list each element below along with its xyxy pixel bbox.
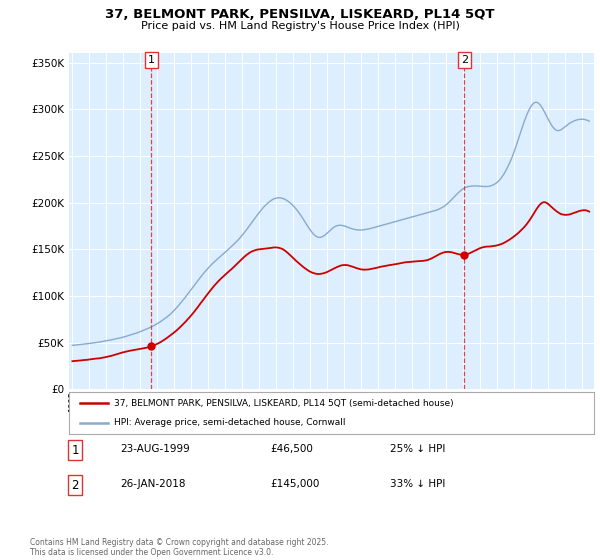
Text: 1: 1 bbox=[148, 55, 155, 65]
Text: Price paid vs. HM Land Registry's House Price Index (HPI): Price paid vs. HM Land Registry's House … bbox=[140, 21, 460, 31]
Text: 37, BELMONT PARK, PENSILVA, LISKEARD, PL14 5QT (semi-detached house): 37, BELMONT PARK, PENSILVA, LISKEARD, PL… bbox=[113, 399, 453, 408]
Text: £145,000: £145,000 bbox=[270, 479, 319, 489]
Text: £46,500: £46,500 bbox=[270, 444, 313, 454]
Text: 33% ↓ HPI: 33% ↓ HPI bbox=[390, 479, 445, 489]
Text: 37, BELMONT PARK, PENSILVA, LISKEARD, PL14 5QT: 37, BELMONT PARK, PENSILVA, LISKEARD, PL… bbox=[105, 8, 495, 21]
Text: Contains HM Land Registry data © Crown copyright and database right 2025.
This d: Contains HM Land Registry data © Crown c… bbox=[30, 538, 329, 557]
Text: 2: 2 bbox=[71, 479, 79, 492]
Text: HPI: Average price, semi-detached house, Cornwall: HPI: Average price, semi-detached house,… bbox=[113, 418, 345, 427]
Text: 25% ↓ HPI: 25% ↓ HPI bbox=[390, 444, 445, 454]
Text: 2: 2 bbox=[461, 55, 468, 65]
Text: 23-AUG-1999: 23-AUG-1999 bbox=[120, 444, 190, 454]
Text: 26-JAN-2018: 26-JAN-2018 bbox=[120, 479, 185, 489]
Text: 1: 1 bbox=[71, 444, 79, 456]
